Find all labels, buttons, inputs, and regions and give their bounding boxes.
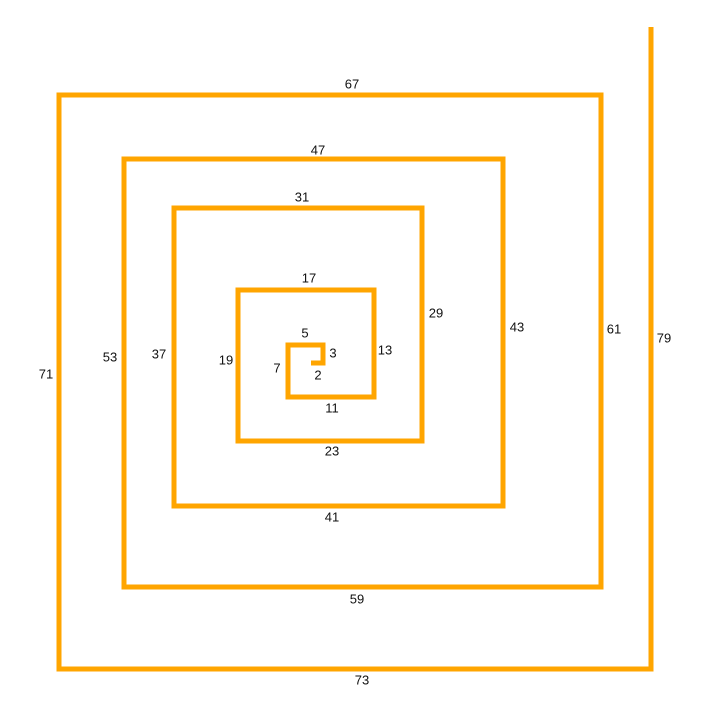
segment-label-53: 53 [103, 349, 117, 364]
segment-label-47: 47 [311, 142, 325, 157]
segment-label-13: 13 [378, 342, 392, 357]
segment-label-43: 43 [510, 319, 524, 334]
segment-label-59: 59 [350, 591, 364, 606]
segment-label-71: 71 [39, 366, 53, 381]
segment-label-73: 73 [355, 672, 369, 687]
segment-label-11: 11 [325, 400, 339, 415]
segment-labels: 23 5 7 11 13 17 19 23 29 31 37 41 43 47 53 59 61 67 71 73 79 [39, 76, 671, 687]
segment-label-19: 19 [219, 352, 233, 367]
segment-label-5: 5 [301, 325, 308, 340]
segment-label-7: 7 [273, 360, 280, 375]
segment-label-2: 2 [314, 367, 321, 382]
segment-label-61: 61 [607, 321, 621, 336]
segment-label-17: 17 [302, 270, 316, 285]
segment-label-23: 23 [325, 443, 339, 458]
segment-label-41: 41 [325, 509, 339, 524]
spiral-line [56, 27, 654, 672]
segment-label-31: 31 [295, 189, 309, 204]
segment-label-3: 3 [329, 345, 336, 360]
segment-label-67: 67 [345, 76, 359, 91]
segment-label-79: 79 [657, 330, 671, 345]
segment-label-29: 29 [429, 305, 443, 320]
segment-label-37: 37 [152, 346, 166, 361]
